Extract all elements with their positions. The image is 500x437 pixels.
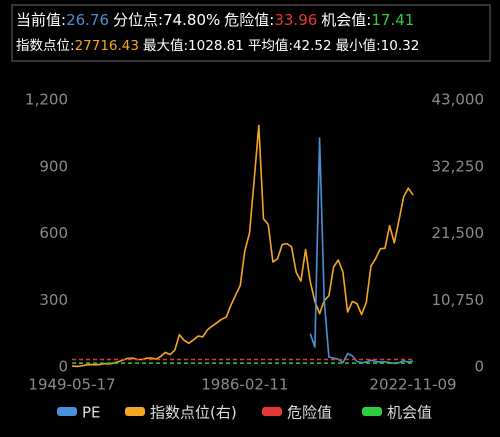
y2-tick-label: 43,000: [432, 91, 485, 109]
header-label: 最大值:: [143, 38, 188, 54]
x-tick-label: 1949-05-17: [28, 376, 115, 394]
header-value: 17.41: [371, 11, 414, 29]
header-value: 42.52: [293, 38, 332, 54]
x-tick-label: 2022-11-09: [369, 376, 456, 394]
y-tick-label: 300: [39, 291, 68, 309]
legend-swatch: [262, 407, 282, 416]
header-value: 10.32: [381, 38, 420, 54]
y2-tick-label: 10,750: [432, 291, 485, 309]
series-line: [71, 124, 414, 368]
header-value: 26.76: [66, 11, 109, 29]
legend-swatch: [57, 407, 77, 416]
header-row: 当前值:26.76 分位点:74.80% 危险值:33.96 机会值:17.41: [16, 11, 414, 29]
header-value: 27716.43: [75, 38, 139, 54]
header: 当前值:26.76 分位点:74.80% 危险值:33.96 机会值:17.41 指数点…: [16, 11, 419, 55]
legend-label: 机会值: [387, 404, 432, 422]
y-tick-label: 900: [39, 157, 68, 175]
y-tick-label: 600: [39, 224, 68, 242]
header-label: 最小值:: [336, 38, 381, 54]
header-label: 指数点位:: [16, 38, 75, 54]
header-box: [11, 4, 491, 62]
y2-tick-label: 32,250: [432, 157, 485, 175]
legend-swatch: [125, 407, 145, 416]
y-tick-label: 0: [58, 358, 68, 376]
series-line: [309, 137, 414, 365]
header-label: 平均值:: [248, 38, 293, 54]
legend-label: 指数点位(右): [150, 404, 237, 422]
header-row: 指数点位:27716.43 最大值:1028.81 平均值:42.52 最小值:10.…: [16, 38, 419, 54]
header-label: 危险值:: [224, 11, 274, 29]
header-value: 74.80%: [163, 11, 220, 29]
header-value: 1028.81: [188, 38, 244, 54]
legend-swatch: [362, 407, 382, 416]
legend-label: PE: [82, 404, 101, 422]
header-value: 33.96: [274, 11, 317, 29]
plot: 0 300 600 900 1,200 0 10,750 21,500 32,250 43,000…: [25, 91, 484, 422]
legend-label: 危险值: [287, 404, 332, 422]
y2-tick-label: 21,500: [432, 224, 485, 242]
y-tick-label: 1,200: [25, 91, 68, 109]
header-label: 机会值:: [321, 11, 371, 29]
y2-tick-label: 0: [474, 358, 484, 376]
x-tick-label: 1986-02-11: [201, 376, 288, 394]
header-label: 分位点:: [113, 11, 163, 29]
header-label: 当前值:: [16, 11, 66, 29]
